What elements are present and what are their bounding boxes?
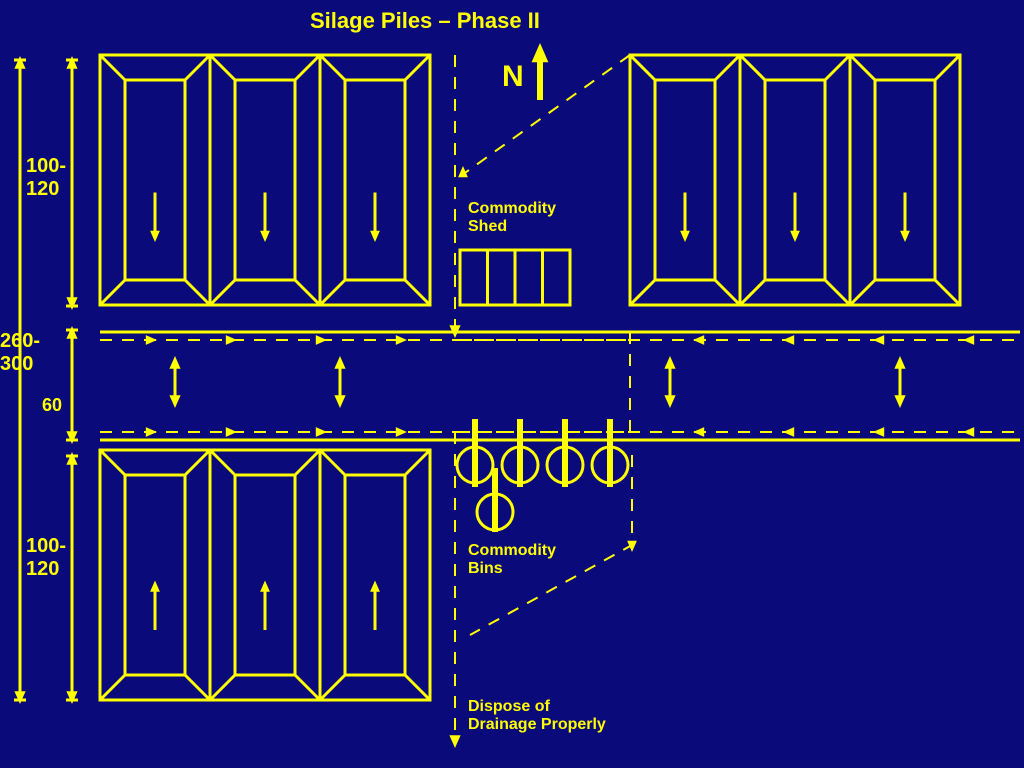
dim-bot-label: 100- 120 <box>26 535 66 581</box>
page-title: Silage Piles – Phase II <box>310 8 540 33</box>
shed-label: Commodity Shed <box>468 200 556 237</box>
drain-label: Dispose of Drainage Properly <box>468 698 606 735</box>
dim-mid-label: 60 <box>42 395 62 416</box>
dim-total-label: 260- 300 <box>0 330 40 376</box>
dim-top-label: 100- 120 <box>26 155 66 201</box>
north-label: N <box>502 60 524 95</box>
bins-label: Commodity Bins <box>468 542 556 579</box>
